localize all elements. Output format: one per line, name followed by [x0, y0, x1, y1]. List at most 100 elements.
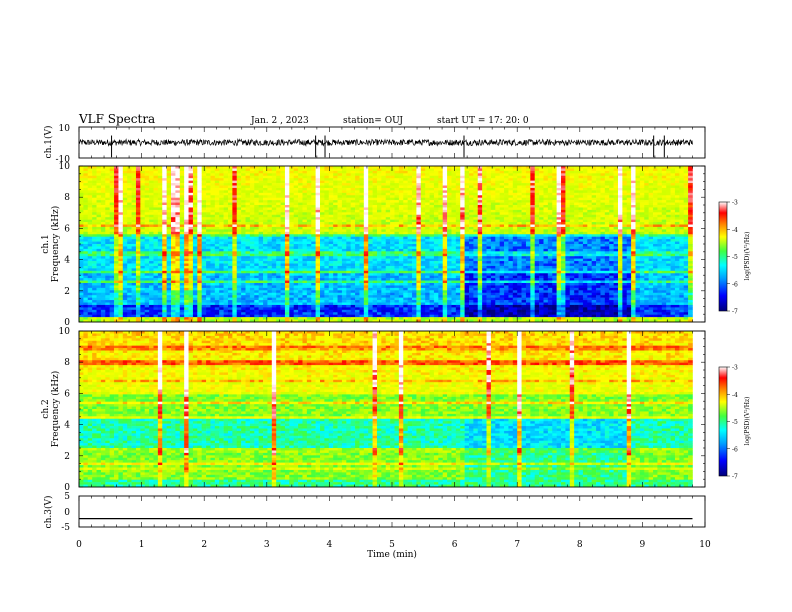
spectrogram-cell: [372, 270, 378, 274]
spectrogram-cell: [293, 226, 299, 230]
spectrogram-cell: [149, 285, 154, 289]
spectrogram-cell: [398, 312, 404, 315]
spectrogram-cell: [267, 278, 273, 281]
spectrogram-cell: [162, 297, 167, 301]
spectrogram-cell: [381, 207, 387, 211]
spectrogram-cell: [368, 317, 373, 320]
spectrogram-cell: [100, 180, 106, 184]
spectrogram-cell: [192, 275, 198, 279]
spectrogram-cell: [324, 304, 330, 308]
spectrogram-cell: [280, 244, 286, 247]
spectrogram-cell: [92, 275, 97, 279]
spectrogram-cell: [368, 239, 373, 242]
spectrogram-cell: [157, 241, 163, 245]
spectrogram-cell: [407, 214, 413, 218]
spectrogram-cell: [179, 183, 185, 186]
spectrogram-cell: [376, 270, 382, 274]
spectrogram-cell: [118, 168, 124, 172]
spectrogram-cell: [355, 319, 360, 323]
spectrogram-cell: [223, 195, 229, 198]
spectrogram-cell: [324, 297, 330, 301]
spectrogram-cell: [188, 219, 194, 223]
spectrogram-cell: [100, 175, 106, 179]
spectrogram-cell: [79, 239, 84, 242]
spectrogram-cell: [267, 168, 273, 172]
spectrogram-cell: [179, 278, 185, 281]
spectrogram-cell: [223, 200, 229, 203]
spectrogram-cell: [149, 185, 154, 189]
spectrogram-cell: [175, 239, 181, 242]
spectrogram-cell: [157, 236, 163, 240]
spectrogram-cell: [223, 234, 229, 237]
spectrogram-cell: [100, 200, 106, 203]
spectrogram-cell: [267, 234, 273, 237]
spectrogram-cell: [210, 190, 216, 194]
spectrogram-cell: [131, 307, 137, 311]
spectrogram-cell: [192, 280, 198, 284]
spectrogram-cell: [219, 317, 224, 320]
spectrogram-cell: [236, 302, 242, 306]
spectrogram-cell: [350, 314, 356, 318]
spectrogram-cell: [210, 231, 216, 235]
spectrogram-cell: [192, 200, 198, 203]
spectrogram-cell: [390, 312, 395, 315]
spectrogram-cell: [114, 268, 119, 272]
spectrogram-cell: [350, 283, 356, 286]
spectrogram-cell: [109, 166, 115, 169]
spectrogram-cell: [324, 226, 330, 230]
spectrogram-cell: [232, 192, 238, 196]
spectrogram-cell: [127, 212, 132, 216]
spectrogram-cell: [227, 214, 233, 218]
spectrogram-cell: [394, 178, 400, 181]
spectrogram-cell: [311, 278, 316, 281]
spectrogram-cell: [350, 292, 356, 296]
spectrogram-cell: [219, 207, 224, 211]
spectrogram-cell: [333, 207, 338, 211]
spectrogram-cell: [153, 258, 159, 262]
spectrogram-cell: [372, 168, 378, 172]
spectrogram-cell: [192, 214, 198, 218]
spectrogram-cell: [284, 175, 290, 179]
spectrogram-cell: [122, 312, 128, 315]
spectrogram-cell: [171, 248, 176, 252]
spectrogram-cell: [289, 185, 295, 189]
spectrogram-cell: [249, 314, 255, 318]
spectrogram-cell: [385, 190, 391, 194]
spectrogram-cell: [232, 180, 238, 184]
spectrogram-cell: [398, 270, 404, 274]
spectrogram-cell: [153, 253, 159, 257]
ch1-ytick-bottom: -10: [56, 155, 71, 165]
spectrogram-cell: [333, 231, 338, 235]
spectrogram-cell: [359, 268, 365, 272]
spectrogram-cell: [210, 309, 216, 313]
spectrogram-cell: [311, 217, 316, 220]
spectrogram-cell: [140, 253, 146, 257]
spectrogram-cell: [131, 292, 137, 296]
spectrogram-cell: [197, 307, 202, 311]
spectrogram-cell: [403, 214, 408, 218]
spectrogram-cell: [184, 285, 189, 289]
spectrogram-cell: [109, 270, 115, 274]
spectrogram-cell: [276, 185, 281, 189]
spectrogram-cell: [184, 241, 189, 245]
spectrogram-cell: [184, 234, 189, 237]
spectrogram-cell: [122, 166, 128, 169]
spectrogram-cell: [407, 195, 413, 198]
spectrogram-cell: [289, 190, 295, 194]
spectrogram-cell: [359, 226, 365, 230]
spectrogram-cell: [368, 314, 373, 318]
spectrogram-cell: [179, 212, 185, 216]
spectrogram-cell: [320, 263, 325, 267]
spectrogram-cell: [289, 273, 295, 276]
spectrogram-cell: [263, 236, 268, 240]
spectrogram-cell: [227, 217, 233, 220]
spectrogram-cell: [114, 275, 119, 279]
spectrogram-cell: [118, 190, 124, 194]
spectrogram-cell: [105, 212, 110, 216]
spectrogram-cell: [153, 183, 159, 186]
spectrogram-cell: [407, 226, 413, 230]
spectrogram-cell: [359, 197, 365, 201]
spectrogram-cell: [381, 239, 387, 242]
spectrogram-cell: [394, 265, 400, 269]
spectrogram-cell: [157, 253, 163, 257]
